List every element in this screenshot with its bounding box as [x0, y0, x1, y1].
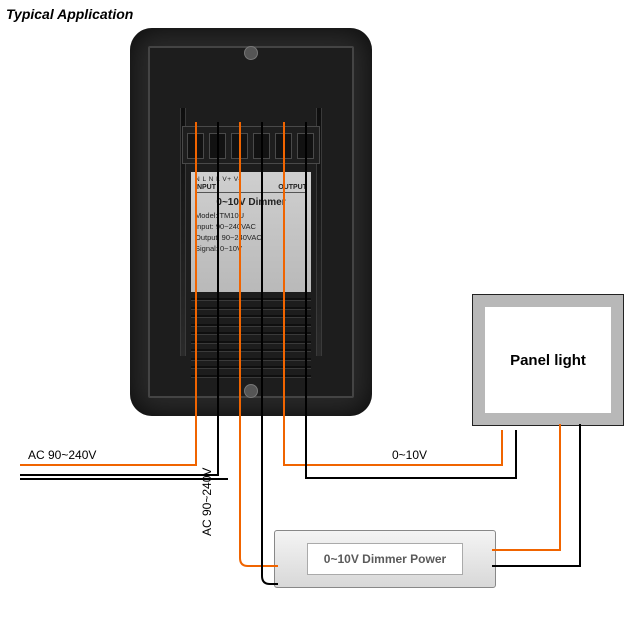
ac-mid-label: AC 90~240V [200, 468, 214, 536]
wiring-diagram: N L N L V+ V- INPUT OUTPUT 0~10V Dimmer … [0, 0, 643, 638]
signal-label: 0~10V [392, 448, 427, 462]
wires-svg [0, 0, 643, 638]
ac-in-label: AC 90~240V [28, 448, 96, 462]
